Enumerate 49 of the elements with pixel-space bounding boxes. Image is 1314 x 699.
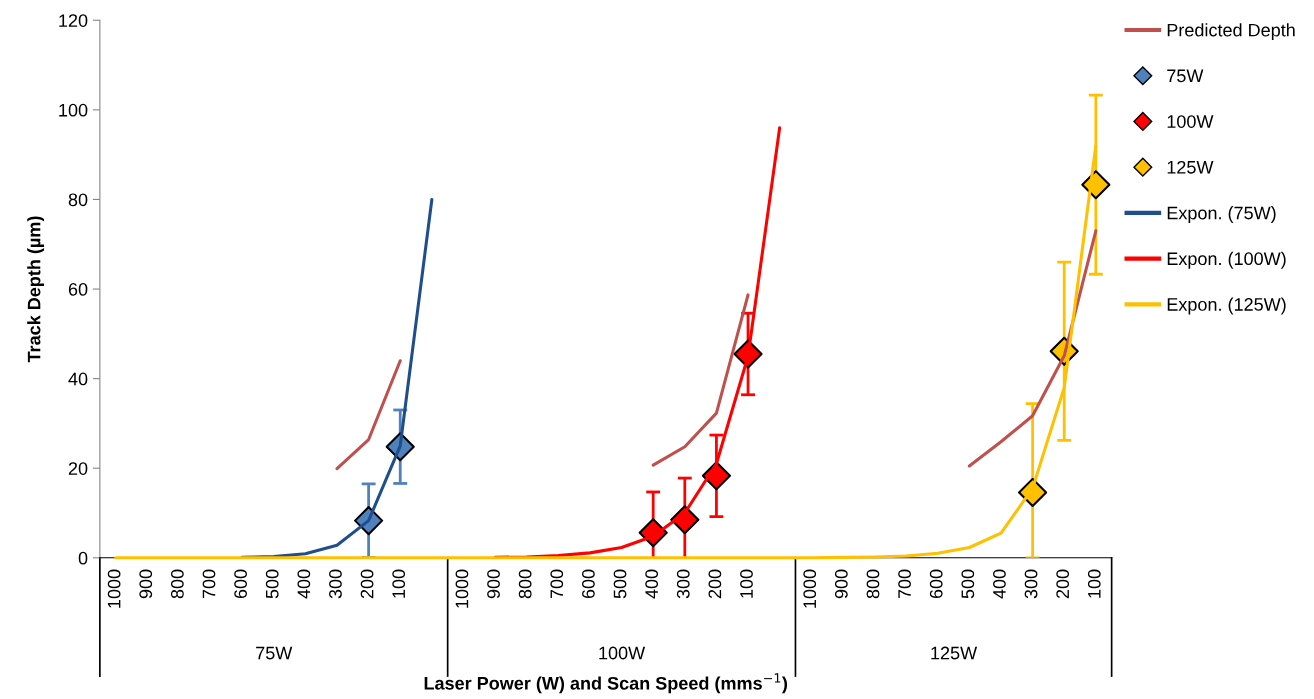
x-tick-label: 800 xyxy=(866,569,880,599)
x-tick-label: 900 xyxy=(834,569,848,599)
x-tick-label: 400 xyxy=(993,569,1006,599)
x-tick-label: 300 xyxy=(676,569,690,599)
x-tick-label: 900 xyxy=(487,569,500,599)
x-tick-label: 700 xyxy=(202,569,216,599)
x-tick-label: 900 xyxy=(139,569,153,599)
x-tick-label: 400 xyxy=(645,569,659,599)
x-tick-label: 700 xyxy=(550,569,564,599)
y-tick-label: 60 xyxy=(68,282,88,296)
x-tick-label: 700 xyxy=(898,569,911,599)
legend-label: 75W xyxy=(1167,69,1204,83)
x-tick-label: 1000 xyxy=(803,569,817,608)
x-tick-label: 600 xyxy=(582,569,595,599)
x-tick-label: 200 xyxy=(1056,569,1070,599)
x-tick-label: 600 xyxy=(929,569,943,599)
x-tick-label: 400 xyxy=(297,569,311,599)
y-tick-label: 120 xyxy=(59,14,88,27)
x-tick-label: 100 xyxy=(1087,569,1101,598)
x-tick-label: 300 xyxy=(1024,569,1038,599)
x-tick-label: 500 xyxy=(961,569,975,599)
text: 125W xyxy=(931,646,978,660)
x-tick-label: 200 xyxy=(360,569,374,599)
x-tick-label: 1000 xyxy=(455,569,469,608)
legend-label: Predicted Depth xyxy=(1167,23,1295,41)
x-tick-label: 300 xyxy=(329,569,342,599)
x-axis-title: Laser Power (W) and Scan Speed (mms$^{−1}$) xyxy=(424,673,788,694)
legend-label: Expon. (125W) xyxy=(1167,297,1286,315)
x-tick-label: 800 xyxy=(170,569,184,599)
x-tick-label: 100 xyxy=(392,569,406,598)
y-tick-label: 0 xyxy=(78,551,88,565)
y-tick-label: 40 xyxy=(68,372,88,386)
x-tick-label: 800 xyxy=(518,569,532,599)
y-tick-label: 80 xyxy=(68,193,88,207)
legend-label: Expon. (75W) xyxy=(1167,206,1276,223)
x-tick-label: 1000 xyxy=(107,569,121,608)
legend-label: 100W xyxy=(1167,115,1214,128)
x-tick-label: 100 xyxy=(740,569,753,598)
legend-label: Expon. (100W) xyxy=(1167,251,1286,269)
x-tick-label: 500 xyxy=(265,569,279,599)
x-tick-label: 500 xyxy=(613,569,627,599)
legend-label: 125W xyxy=(1167,160,1214,174)
y-tick-label: 100 xyxy=(59,103,88,117)
y-axis-title: Track Depth (µm) xyxy=(27,216,45,363)
y-tick-label: 20 xyxy=(68,462,88,475)
x-tick-label: 200 xyxy=(708,569,722,599)
text: 75W xyxy=(256,646,293,660)
text: 100W xyxy=(599,646,646,660)
x-tick-label: 600 xyxy=(234,569,247,599)
